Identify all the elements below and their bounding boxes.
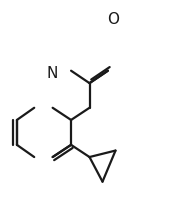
Text: N: N bbox=[47, 66, 58, 81]
Text: O: O bbox=[107, 12, 119, 27]
